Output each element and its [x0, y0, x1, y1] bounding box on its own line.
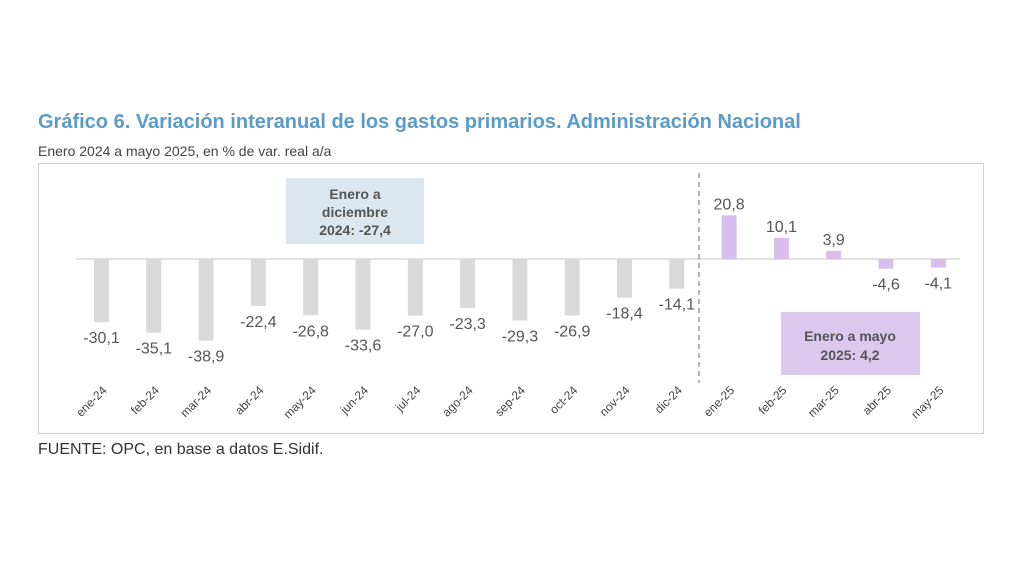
value-label-mar-25: 3,9 [823, 232, 845, 249]
annotation-box-2025: Enero a mayo 2025: 4,2 [781, 312, 920, 375]
bar-sep-24 [512, 259, 528, 321]
annotation-2024-line-1: Enero a [329, 186, 381, 202]
chart-frame [38, 163, 984, 434]
bars-group [94, 215, 946, 341]
bar-jul-24 [407, 259, 423, 316]
value-label-abr-24: -22,4 [240, 314, 277, 331]
bar-ene-25 [721, 215, 737, 259]
bar-nov-24 [617, 259, 632, 298]
bar-abr-25 [878, 259, 894, 269]
value-label-sep-24: -29,3 [502, 329, 539, 346]
value-label-jul-24: -27,0 [397, 324, 434, 341]
annotation-2025-line-1: Enero a mayo [804, 328, 896, 344]
bar-mar-24 [198, 259, 214, 341]
value-label-jun-24: -33,6 [345, 338, 382, 355]
bar-may-25 [930, 259, 946, 268]
bar-ago-24 [460, 259, 476, 308]
value-label-may-25: -4,1 [925, 276, 953, 293]
value-label-feb-25: 10,1 [766, 219, 797, 236]
bar-ene-24 [94, 259, 109, 323]
value-label-ene-24: -30,1 [83, 330, 120, 347]
annotation-box-2024: Enero a diciembre 2024: -27,4 [286, 178, 424, 244]
value-label-oct-24: -26,9 [554, 324, 591, 341]
value-label-nov-24: -18,4 [606, 306, 643, 323]
chart-title: Gráfico 6. Variación interanual de los g… [38, 111, 801, 133]
value-label-mar-24: -38,9 [188, 349, 225, 366]
value-label-abr-25: -4,6 [872, 277, 900, 294]
value-label-ene-25: 20,8 [714, 196, 745, 213]
bar-feb-24 [146, 259, 162, 333]
annotation-2024-line-3: 2024: -27,4 [319, 222, 391, 238]
value-labels-group: -30,1 -35,1 -38,9 -22,4 -26,8 -33,6 -27,0 -23,3… [83, 196, 952, 365]
value-label-dic-24: -14,1 [659, 297, 696, 314]
bar-may-24 [303, 259, 319, 316]
value-label-may-24: -26,8 [292, 323, 329, 340]
value-label-feb-24: -35,1 [136, 341, 173, 358]
source-note: FUENTE: OPC, en base a datos E.Sidif. [38, 441, 324, 458]
bar-abr-24 [250, 259, 266, 306]
bar-chart: Enero a diciembre 2024: -27,4 Enero a ma… [38, 163, 984, 434]
bar-jun-24 [355, 259, 371, 330]
bar-oct-24 [564, 259, 580, 316]
bar-mar-25 [826, 250, 842, 259]
annotation-2024-line-2: diciembre [322, 204, 388, 220]
chart-subtitle: Enero 2024 a mayo 2025, en % de var. rea… [38, 143, 332, 159]
bar-feb-25 [773, 237, 789, 259]
bar-dic-24 [669, 259, 685, 289]
annotation-2025-line-2: 2025: 4,2 [820, 347, 879, 363]
value-label-ago-24: -23,3 [449, 316, 486, 333]
